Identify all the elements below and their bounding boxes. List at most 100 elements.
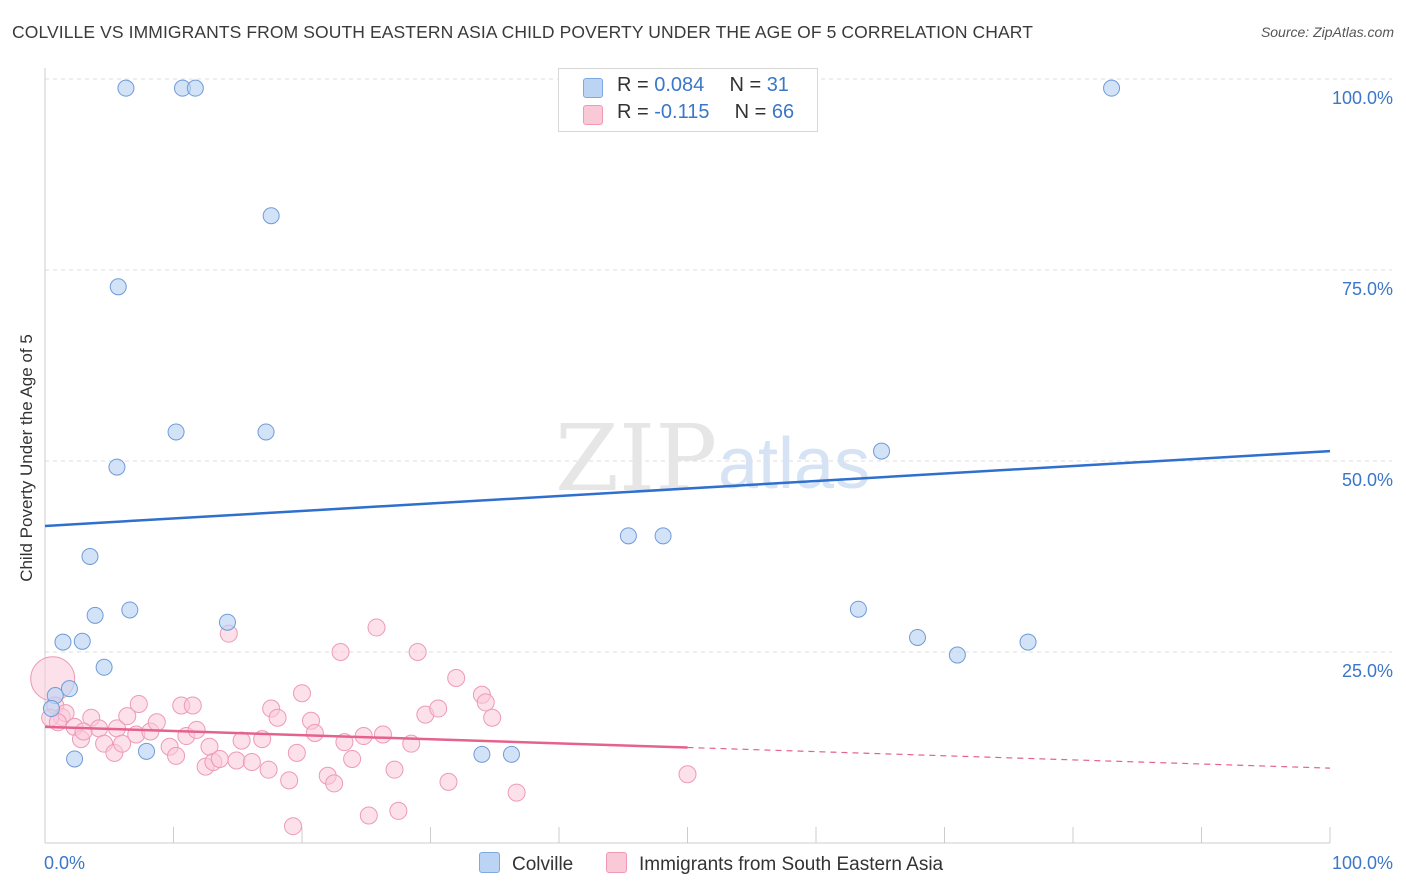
legend-item-colville: Colville [479, 852, 573, 876]
immigrants-square-icon [606, 852, 627, 873]
immigrants-point [447, 668, 466, 687]
colville-point [948, 646, 966, 664]
immigrants-trend-line [44, 725, 688, 749]
immigrants-point [183, 696, 202, 715]
colville-points [42, 79, 1121, 768]
immigrants-point [476, 693, 495, 712]
r-value: 0.084 [654, 74, 705, 96]
immigrants-point [385, 760, 404, 779]
immigrants-point [147, 713, 166, 732]
y-tick-label: 50.0% [1342, 470, 1393, 490]
immigrants-point [242, 753, 261, 772]
immigrants-point [343, 749, 362, 768]
colville-point [117, 79, 135, 97]
immigrants-point [287, 743, 306, 762]
legend-row-immigrants: R = -0.115 N = 66 [583, 101, 795, 125]
colville-point [108, 458, 126, 476]
colville-square-icon [479, 852, 500, 873]
immigrants-point [118, 707, 137, 726]
colville-point [86, 606, 104, 624]
immigrants-point [113, 734, 132, 753]
source-label: Source: ZipAtlas.com [1260, 24, 1394, 40]
colville-point [473, 745, 491, 763]
colville-swatch-icon [583, 78, 603, 98]
immigrants-point [187, 720, 206, 739]
immigrants-point [331, 643, 350, 661]
colville-point [218, 613, 236, 631]
colville-point [42, 700, 60, 718]
watermark-atlas: atlas [718, 424, 870, 504]
legend-row-colville: R = 0.084 N = 31 [583, 74, 789, 98]
colville-point [654, 527, 672, 545]
immigrants-point [373, 725, 392, 744]
trend-lines [44, 449, 1331, 769]
chart-title: COLVILLE VS IMMIGRANTS FROM SOUTH EASTER… [12, 22, 1034, 42]
immigrants-point [367, 618, 386, 637]
immigrants-point [439, 772, 458, 791]
immigrants-point [483, 708, 502, 727]
n-label: N = [729, 74, 762, 96]
colville-point [619, 527, 637, 545]
immigrants-point [325, 774, 344, 793]
colville-point [109, 278, 127, 296]
colville-trend-line [44, 449, 1331, 528]
x-tick-label: 0.0% [44, 853, 85, 873]
immigrants-point [232, 731, 251, 750]
immigrants-point [268, 708, 287, 727]
colville-point [95, 658, 113, 676]
legend-item-immigrants: Immigrants from South Eastern Asia [606, 852, 943, 876]
gridlines [45, 78, 1392, 653]
r-label: R = [617, 74, 649, 96]
y-tick-label: 25.0% [1342, 661, 1393, 681]
immigrants-point [227, 751, 246, 770]
tick-labels: 25.0% 50.0% 75.0% 100.0% 0.0% 100.0% [44, 88, 1393, 873]
colville-point [54, 633, 72, 651]
immigrants-point [335, 733, 354, 752]
immigrants-point [408, 643, 427, 661]
r-value: -0.115 [654, 101, 710, 123]
colville-point [849, 600, 867, 618]
immigrants-point [74, 722, 93, 741]
colville-point [186, 79, 204, 97]
n-value: 66 [771, 101, 795, 123]
y-tick-label: 75.0% [1342, 279, 1393, 299]
colville-point [909, 628, 927, 646]
y-tick-label: 100.0% [1332, 88, 1393, 108]
n-value: 31 [766, 74, 789, 96]
immigrants-point [167, 746, 186, 765]
immigrants-point [210, 749, 229, 768]
legend-label: Immigrants from South Eastern Asia [639, 854, 944, 875]
colville-point [81, 548, 99, 565]
colville-point [138, 742, 156, 760]
stats-legend: R = 0.084 N = 31 R = -0.115 N = 66 [558, 68, 818, 132]
immigrants-point [507, 783, 526, 802]
colville-point [60, 680, 78, 698]
immigrants-point [259, 760, 278, 779]
immigrants-points [30, 618, 697, 836]
colville-point [873, 442, 891, 460]
immigrants-point [129, 694, 148, 713]
colville-point [1103, 79, 1121, 97]
colville-point [262, 207, 280, 225]
x-tick-label: 100.0% [1332, 853, 1393, 873]
immigrants-swatch-icon [583, 105, 603, 125]
immigrants-point [389, 801, 408, 820]
colville-point [121, 601, 139, 619]
legend-label: Colville [512, 854, 574, 875]
immigrants-point [305, 723, 324, 742]
immigrants-point [293, 684, 311, 703]
colville-point [1019, 633, 1037, 651]
colville-point [167, 423, 185, 441]
r-label: R = [617, 101, 649, 123]
immigrants-trend-extension [687, 746, 1331, 769]
n-label: N = [734, 101, 767, 123]
colville-point [257, 423, 275, 441]
colville-point [66, 750, 84, 768]
colville-point [73, 632, 91, 650]
watermark: ZIP atlas [555, 405, 870, 512]
immigrants-point [284, 817, 303, 836]
immigrants-point [678, 765, 697, 784]
colville-point [502, 745, 520, 763]
immigrants-point [429, 699, 448, 718]
